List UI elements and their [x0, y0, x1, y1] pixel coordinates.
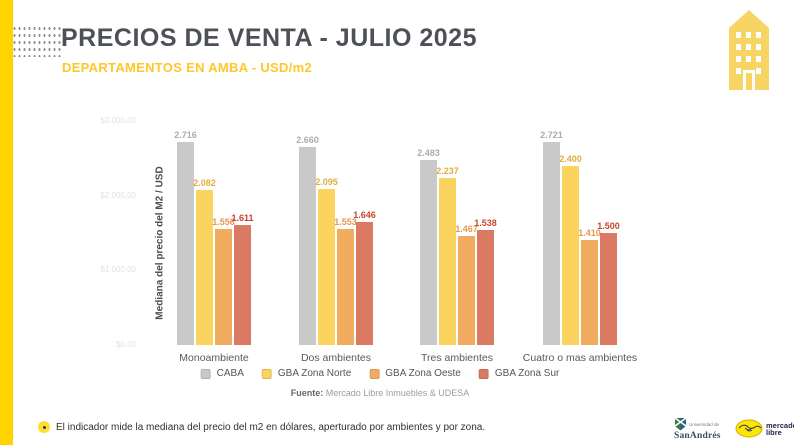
dots-pattern-decoration — [12, 25, 61, 57]
category-label: Monoambiente — [179, 352, 249, 364]
legend-swatch — [478, 368, 489, 379]
bar-caba — [299, 146, 316, 345]
bar-value-label: 1.611 — [231, 212, 254, 223]
bar-value-label: 1.556 — [212, 216, 235, 227]
legend-label: GBA Zona Norte — [277, 368, 352, 379]
building-icon — [726, 8, 772, 95]
category-label: Tres ambientes — [421, 352, 493, 364]
bar-value-label: 2.082 — [193, 177, 216, 188]
left-accent-bar — [0, 0, 13, 445]
bar-value-label: 2.237 — [436, 166, 459, 177]
y-tick-label: $0,00 — [115, 340, 136, 349]
handshake-icon — [735, 419, 763, 438]
bar-value-label: 1.500 — [597, 221, 620, 232]
bar-gba-zona-norte — [318, 188, 335, 345]
bar-gba-zona-sur — [600, 233, 617, 345]
san-andres-crest-icon — [674, 417, 687, 431]
legend-label: CABA — [216, 368, 244, 379]
bar-caba — [177, 142, 194, 345]
legend-swatch — [200, 368, 211, 379]
universidad-san-andres-logo: Universidad de SanAndrés — [674, 417, 732, 441]
bar-gba-zona-sur — [477, 230, 494, 345]
legend-item-gba-zona-norte: GBA Zona Norte — [261, 368, 352, 379]
footer-note: El indicador mide la mediana del precio … — [38, 421, 485, 433]
legend: CABA GBA Zona Norte GBA Zona Oeste GBA Zona… — [200, 368, 560, 379]
page-subtitle: DEPARTAMENTOS EN AMBA - USD/m2 — [62, 60, 312, 75]
source-note: Fuente: Mercado Libre Inmuebles & UDESA — [291, 388, 470, 398]
bar-value-label: 1.553 — [334, 217, 357, 228]
udesa-name-text: SanAndrés — [674, 431, 721, 441]
bar-gba-zona-sur — [234, 224, 251, 345]
y-tick-label: $2.000,00 — [100, 190, 136, 200]
bar-gba-zona-sur — [356, 222, 373, 345]
bar-value-label: 2.095 — [315, 176, 338, 187]
bar-value-label: 1.467 — [455, 223, 478, 234]
y-tick-label: $3.000,00 — [100, 116, 136, 126]
page-title: PRECIOS DE VENTA - JULIO 2025 — [61, 24, 477, 52]
source-text: Mercado Libre Inmuebles & UDESA — [323, 388, 470, 398]
bar-value-label: 1.646 — [353, 210, 376, 221]
bar-value-label: 1.538 — [474, 218, 497, 229]
bar-caba — [420, 159, 437, 345]
meli-text-line2: libre — [766, 427, 782, 437]
mercado-libre-logo: mercado libre — [735, 419, 794, 438]
source-label: Fuente: — [290, 388, 324, 398]
legend-item-caba: CABA — [200, 368, 244, 379]
bar-value-label: 2.716 — [174, 130, 197, 141]
legend-swatch — [369, 368, 380, 379]
bar-value-label: 2.400 — [559, 153, 582, 164]
bar-gba-zona-oeste — [337, 229, 354, 345]
legend-item-gba-zona-oeste: GBA Zona Oeste — [369, 368, 461, 379]
bar-gba-zona-norte — [196, 189, 213, 345]
legend-item-gba-zona-sur: GBA Zona Sur — [478, 368, 560, 379]
bar-value-label: 2.483 — [417, 147, 440, 158]
bar-caba — [543, 142, 560, 345]
bar-gba-zona-oeste — [458, 235, 475, 345]
udesa-small-text: Universidad de — [689, 421, 720, 427]
bullet-icon — [38, 421, 50, 433]
meli-text-line1: mercado — [766, 420, 794, 430]
bar-value-label: 2.660 — [296, 134, 319, 145]
y-axis-title: Mediana del precio del M2 / USD — [154, 166, 166, 320]
category-label: Cuatro o mas ambientes — [522, 352, 638, 364]
bar-value-label: 2.721 — [540, 130, 563, 140]
legend-swatch — [261, 368, 272, 379]
bar-gba-zona-oeste — [215, 228, 232, 345]
bar-gba-zona-norte — [562, 165, 579, 345]
y-tick-label: $1.000,00 — [100, 265, 136, 275]
category-label: Dos ambientes — [300, 352, 372, 364]
legend-label: GBA Zona Oeste — [385, 368, 461, 379]
footer-note-text: El indicador mide la mediana del precio … — [56, 421, 486, 433]
bar-value-label: 1.410 — [578, 227, 601, 238]
bar-gba-zona-norte — [439, 178, 456, 345]
legend-label: GBA Zona Sur — [494, 368, 560, 379]
bar-gba-zona-oeste — [581, 239, 598, 345]
